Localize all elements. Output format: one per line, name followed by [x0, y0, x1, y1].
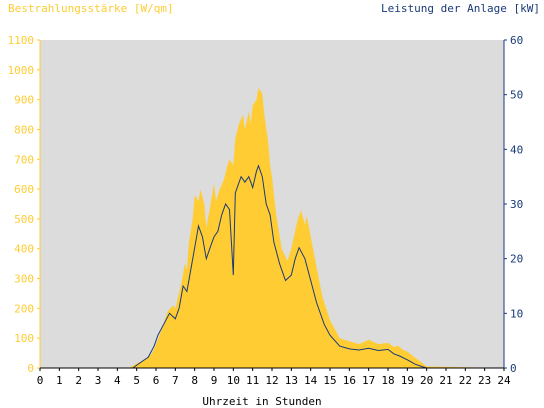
- x-tick-label: 4: [114, 374, 121, 387]
- x-tick-label: 1: [56, 374, 63, 387]
- left-tick-label: 1000: [8, 64, 35, 77]
- ticks: 0100200300400500600700800900100011000102…: [8, 34, 524, 387]
- x-tick-label: 21: [439, 374, 452, 387]
- power-line-layer: [40, 164, 504, 369]
- x-tick-label: 20: [420, 374, 433, 387]
- x-tick-label: 12: [265, 374, 278, 387]
- left-tick-label: 1100: [8, 34, 35, 47]
- x-axis-title: Uhrzeit in Stunden: [202, 395, 321, 408]
- left-tick-label: 500: [14, 213, 34, 226]
- x-tick-label: 11: [246, 374, 259, 387]
- left-tick-label: 200: [14, 302, 34, 315]
- x-tick-label: 2: [75, 374, 82, 387]
- x-tick-label: 22: [459, 374, 472, 387]
- x-tick-label: 24: [497, 374, 511, 387]
- power-line: [40, 164, 504, 369]
- x-tick-label: 19: [401, 374, 414, 387]
- left-tick-label: 800: [14, 123, 34, 136]
- x-tick-label: 7: [172, 374, 179, 387]
- x-tick-label: 18: [381, 374, 394, 387]
- right-axis-title: Leistung der Anlage [kW]: [381, 2, 540, 15]
- x-tick-label: 3: [95, 374, 102, 387]
- x-tick-label: 14: [304, 374, 318, 387]
- x-tick-label: 10: [227, 374, 240, 387]
- x-tick-label: 16: [343, 374, 356, 387]
- x-tick-label: 17: [362, 374, 375, 387]
- x-tick-label: 15: [323, 374, 336, 387]
- right-tick-label: 40: [510, 143, 523, 156]
- x-tick-label: 9: [211, 374, 218, 387]
- right-tick-label: 0: [510, 362, 517, 375]
- left-axis-title: Bestrahlungsstärke [W/qm]: [8, 2, 174, 15]
- left-tick-label: 100: [14, 332, 34, 345]
- x-tick-label: 6: [153, 374, 160, 387]
- right-tick-label: 50: [510, 89, 523, 102]
- x-tick-label: 13: [285, 374, 298, 387]
- left-tick-label: 600: [14, 183, 34, 196]
- left-tick-label: 900: [14, 94, 34, 107]
- x-tick-label: 0: [37, 374, 44, 387]
- right-tick-label: 10: [510, 307, 523, 320]
- right-tick-label: 60: [510, 34, 523, 47]
- left-tick-label: 300: [14, 273, 34, 286]
- left-tick-label: 700: [14, 153, 34, 166]
- x-tick-label: 5: [133, 374, 140, 387]
- left-tick-label: 400: [14, 243, 34, 256]
- right-tick-label: 20: [510, 253, 523, 266]
- x-tick-label: 8: [191, 374, 198, 387]
- x-tick-label: 23: [478, 374, 491, 387]
- right-tick-label: 30: [510, 198, 523, 211]
- left-tick-label: 0: [27, 362, 34, 375]
